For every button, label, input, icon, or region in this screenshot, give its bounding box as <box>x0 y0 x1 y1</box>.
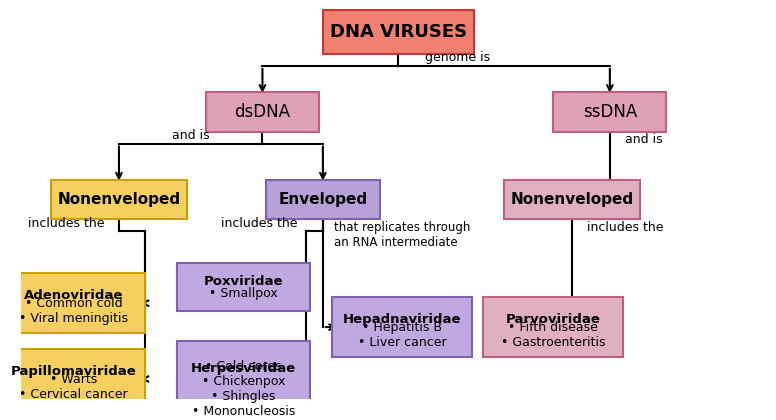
FancyBboxPatch shape <box>2 349 145 409</box>
FancyBboxPatch shape <box>266 179 379 219</box>
Text: Adenoviridae: Adenoviridae <box>24 289 123 302</box>
Text: DNA VIRUSES: DNA VIRUSES <box>330 23 467 41</box>
Text: Nonenveloped: Nonenveloped <box>57 192 181 207</box>
Text: • Hepatitis B
• Liver cancer: • Hepatitis B • Liver cancer <box>358 321 446 349</box>
FancyBboxPatch shape <box>553 92 667 131</box>
Text: includes the: includes the <box>221 217 297 230</box>
Text: Papillomaviridae: Papillomaviridae <box>11 365 137 378</box>
FancyBboxPatch shape <box>178 341 310 417</box>
FancyBboxPatch shape <box>178 263 310 311</box>
Text: Herpesviridae: Herpesviridae <box>191 362 296 375</box>
Text: Hepadnaviridae: Hepadnaviridae <box>343 313 462 326</box>
Text: • Cold sores
• Chickenpox
• Shingles
• Mononucleosis: • Cold sores • Chickenpox • Shingles • M… <box>192 360 295 418</box>
Text: Parvoviridae: Parvoviridae <box>506 313 601 326</box>
Text: includes the: includes the <box>29 217 105 230</box>
FancyBboxPatch shape <box>206 92 319 131</box>
Text: and is: and is <box>625 133 663 146</box>
Text: that replicates through
an RNA intermediate: that replicates through an RNA intermedi… <box>334 221 470 249</box>
FancyBboxPatch shape <box>51 179 187 219</box>
Text: Enveloped: Enveloped <box>279 192 367 207</box>
Text: • Common cold
• Viral meningitis: • Common cold • Viral meningitis <box>19 297 128 325</box>
FancyBboxPatch shape <box>323 10 474 54</box>
FancyBboxPatch shape <box>483 297 623 357</box>
Text: and is: and is <box>171 129 210 142</box>
FancyBboxPatch shape <box>2 273 145 333</box>
FancyBboxPatch shape <box>332 297 472 357</box>
Text: includes the: includes the <box>587 221 663 234</box>
Text: • Warts
• Cervical cancer: • Warts • Cervical cancer <box>19 373 128 401</box>
Text: dsDNA: dsDNA <box>234 103 290 121</box>
Text: genome is: genome is <box>424 51 490 64</box>
Text: Poxviridae: Poxviridae <box>204 275 283 288</box>
Text: • Fifth disease
• Gastroenteritis: • Fifth disease • Gastroenteritis <box>501 321 605 349</box>
FancyBboxPatch shape <box>504 179 640 219</box>
Text: • Smallpox: • Smallpox <box>210 287 278 300</box>
Text: Nonenveloped: Nonenveloped <box>511 192 634 207</box>
Text: ssDNA: ssDNA <box>583 103 637 121</box>
